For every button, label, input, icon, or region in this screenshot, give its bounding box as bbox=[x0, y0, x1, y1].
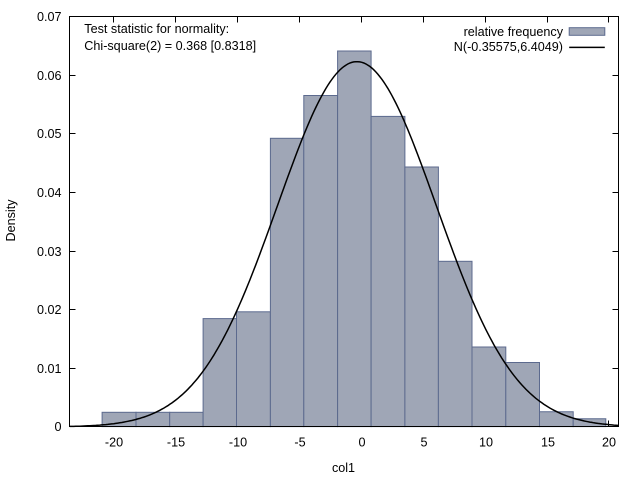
svg-text:0.02: 0.02 bbox=[37, 303, 62, 317]
svg-text:20: 20 bbox=[602, 436, 616, 450]
svg-text:0.05: 0.05 bbox=[37, 127, 62, 141]
svg-text:10: 10 bbox=[479, 436, 493, 450]
svg-text:N(-0.35575,6.4049): N(-0.35575,6.4049) bbox=[454, 40, 563, 54]
svg-text:0.04: 0.04 bbox=[37, 186, 62, 200]
svg-text:0.07: 0.07 bbox=[37, 10, 62, 24]
svg-text:Test statistic for normality:: Test statistic for normality: bbox=[84, 22, 229, 36]
svg-text:0: 0 bbox=[54, 420, 61, 434]
svg-text:0.06: 0.06 bbox=[37, 69, 62, 83]
svg-text:-15: -15 bbox=[167, 436, 185, 450]
svg-text:col1: col1 bbox=[332, 461, 355, 475]
svg-text:Chi-square(2) = 0.368 [0.8318]: Chi-square(2) = 0.368 [0.8318] bbox=[84, 39, 256, 53]
svg-text:5: 5 bbox=[420, 436, 427, 450]
svg-text:0.03: 0.03 bbox=[37, 245, 62, 259]
svg-text:0.01: 0.01 bbox=[37, 362, 62, 376]
svg-text:Density: Density bbox=[4, 199, 18, 242]
svg-text:-20: -20 bbox=[105, 436, 123, 450]
svg-text:-10: -10 bbox=[229, 436, 247, 450]
svg-text:relative frequency: relative frequency bbox=[464, 25, 564, 39]
svg-text:0: 0 bbox=[358, 436, 365, 450]
svg-text:15: 15 bbox=[541, 436, 555, 450]
svg-text:-5: -5 bbox=[294, 436, 305, 450]
